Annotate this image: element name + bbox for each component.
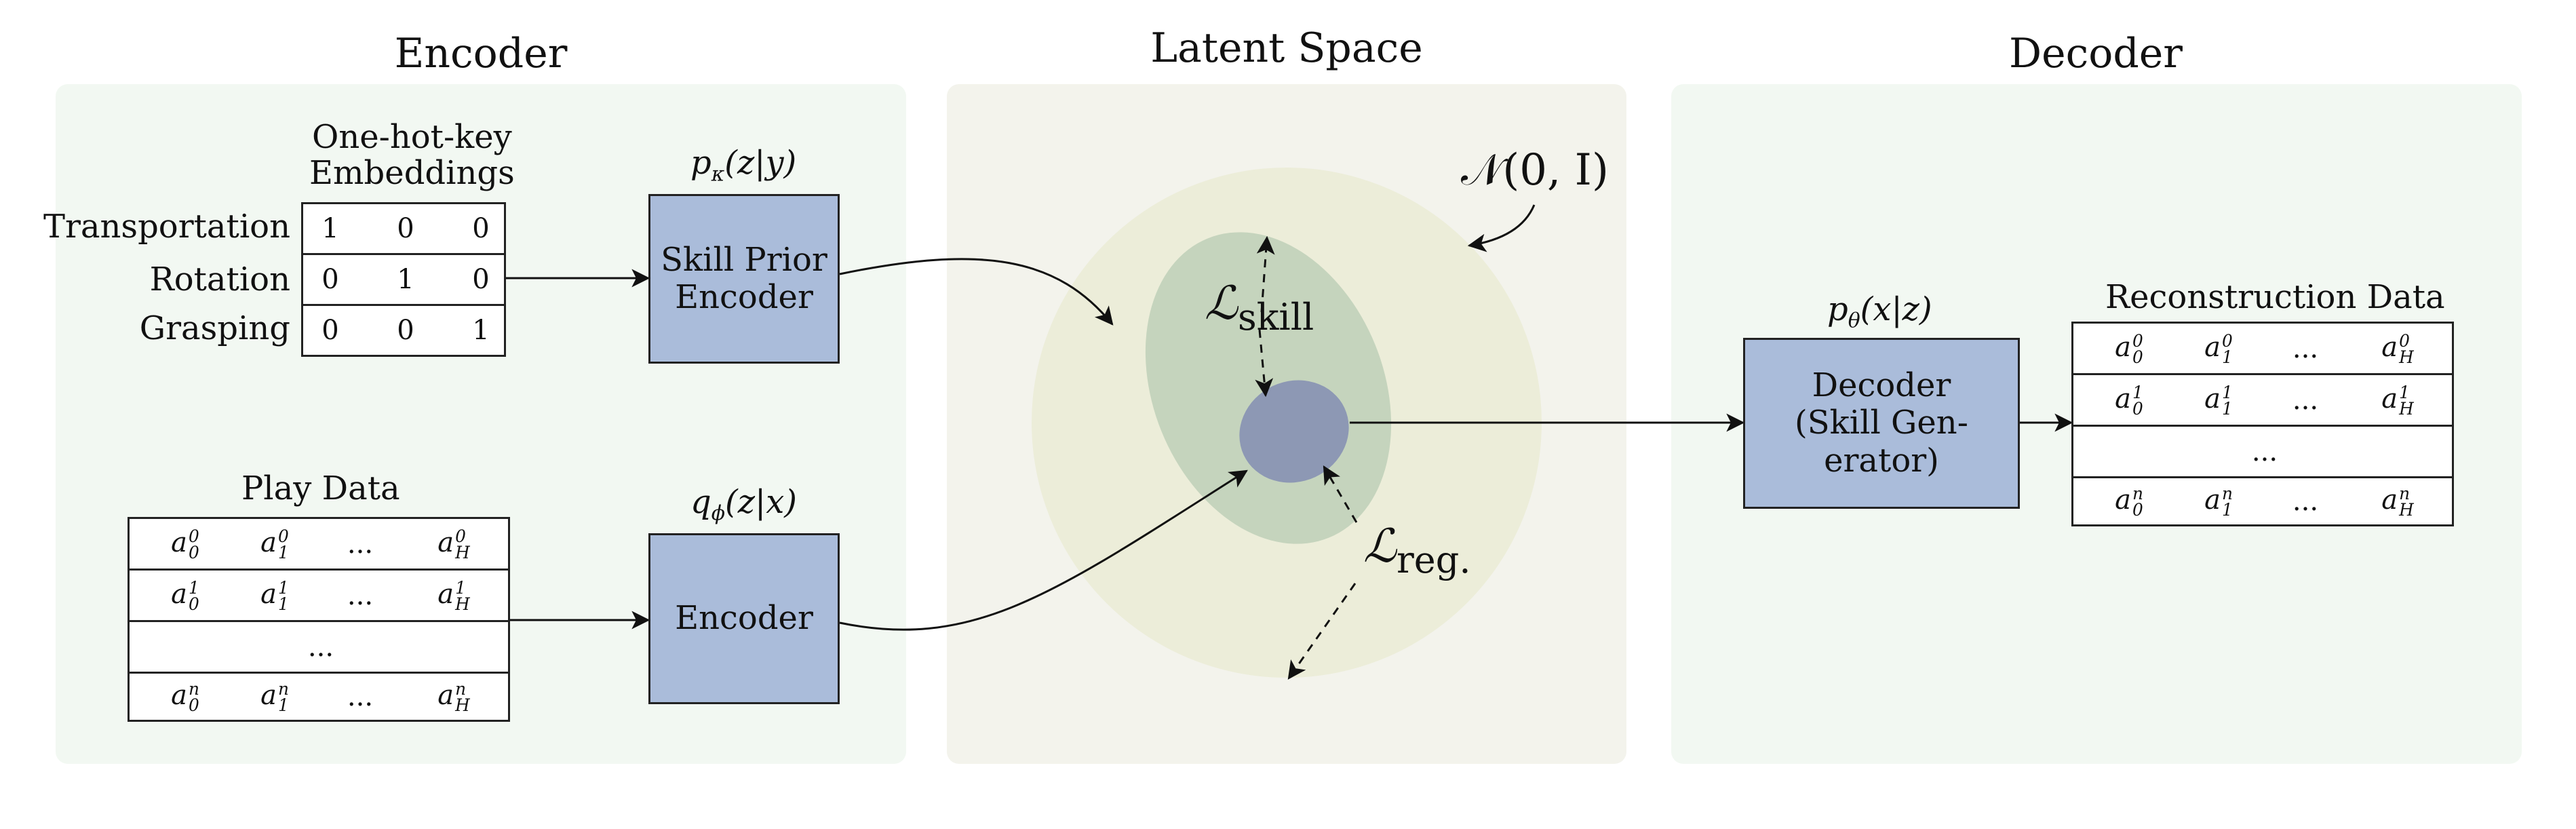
encoder-formula: qϕ(z|x) <box>690 483 797 526</box>
table-cell: ... <box>307 631 334 663</box>
reg-loss-label: ℒreg. <box>1363 520 1471 581</box>
table-cell: ... <box>2292 384 2319 416</box>
encoder-title: Encoder <box>394 30 568 77</box>
prior-formula: pκ(z|y) <box>690 144 797 187</box>
table-cell: 0 <box>397 213 414 244</box>
skill-prior-encoder-box: Skill Prior Encoder <box>648 194 840 364</box>
decoder-formula: pθ(x|z) <box>1827 290 1932 333</box>
table-row: ... <box>130 622 508 674</box>
normal-prior-label: 𝒩(0, I) <box>1461 145 1609 195</box>
encoder-box: Encoder <box>648 533 840 704</box>
table-cell: 0 <box>321 264 339 295</box>
table-cell: ... <box>347 579 374 611</box>
table-cell: ... <box>2292 332 2319 364</box>
table-cell: ... <box>2292 486 2319 517</box>
table-cell: 0 <box>472 264 490 295</box>
row-label-rotation: Rotation <box>149 261 290 298</box>
row-label-grasping: Grasping <box>139 309 290 347</box>
table-cell: 1 <box>472 315 490 346</box>
decoder-box: Decoder (Skill Gen-erator) <box>1743 338 2020 509</box>
table-cell: ... <box>347 681 374 712</box>
decoder-title: Decoder <box>2009 30 2183 77</box>
row-label-transportation: Transportation <box>43 208 290 246</box>
table-cell: 1 <box>321 213 339 244</box>
table-row: 0 1 0 <box>303 255 504 306</box>
table-cell: 1 <box>397 264 414 295</box>
embeddings-title: One-hot-key Embeddings <box>309 118 515 192</box>
table-cell: 0 <box>321 315 339 346</box>
table-row: 1 0 0 <box>303 204 504 255</box>
reconstruction-data-title: Reconstruction Data <box>2105 278 2445 316</box>
table-row: ... <box>2073 427 2452 478</box>
table-cell: 0 <box>472 213 490 244</box>
table-cell: ... <box>2251 436 2278 467</box>
table-row: 0 0 1 <box>303 306 504 355</box>
table-cell: ... <box>347 528 374 560</box>
latent-space-title: Latent Space <box>1150 24 1423 72</box>
skill-loss-label: ℒskill <box>1205 277 1314 339</box>
latent-point-ellipse <box>1239 380 1349 483</box>
table-cell: 0 <box>397 315 414 346</box>
one-hot-embeddings-table: 1 0 0 0 1 0 0 0 1 <box>301 202 506 357</box>
play-data-title: Play Data <box>241 469 400 507</box>
